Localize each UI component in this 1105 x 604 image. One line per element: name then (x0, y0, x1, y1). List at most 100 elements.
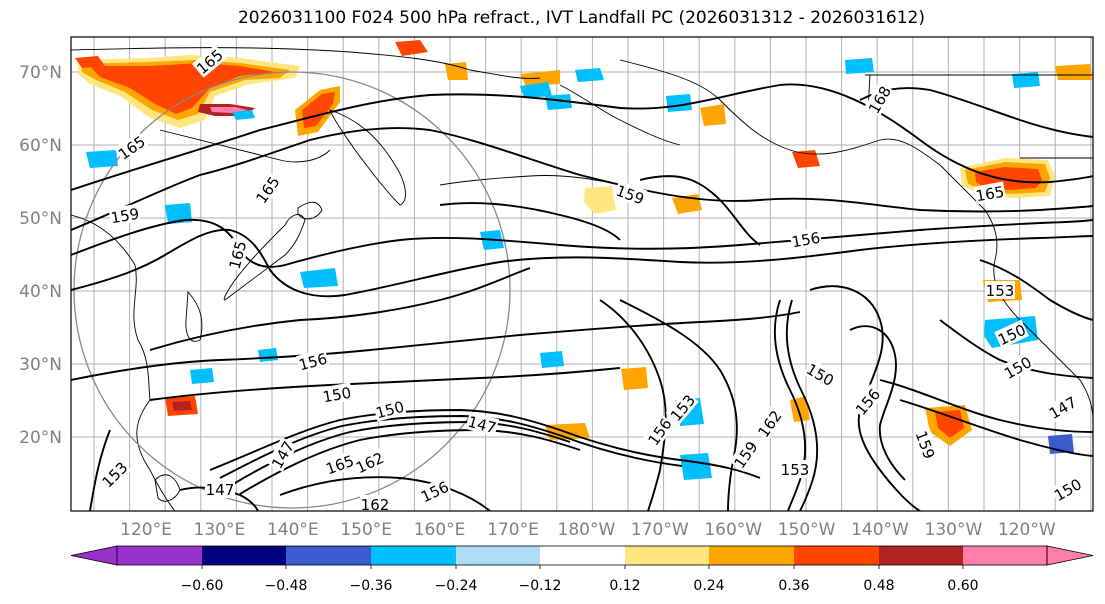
colorbar-segment (963, 546, 1047, 565)
contour-line (239, 429, 581, 495)
contour-label-bg (465, 411, 500, 437)
colorbar-segment (625, 546, 709, 565)
contour-line (773, 299, 807, 511)
colorbar-segment (117, 546, 202, 565)
contour-label-bg (850, 384, 884, 419)
latitude-label: 50°N (19, 209, 62, 229)
anomaly-region (300, 268, 338, 288)
contour-label-bg (780, 460, 810, 478)
contour-label-bg (224, 237, 250, 272)
contour-label-bg (372, 396, 407, 422)
longitude-label: 150°W (778, 520, 836, 540)
colorbar-tick-label: −0.36 (350, 578, 393, 594)
contour-line (71, 228, 1093, 298)
longitude-label: 130°E (194, 520, 246, 540)
contour-label: 162 (361, 496, 390, 514)
contour-label-bg (1045, 391, 1080, 423)
contour-label-bg (192, 44, 227, 78)
contour-line (209, 409, 761, 479)
anomaly-region (258, 348, 278, 362)
contour-line (71, 311, 801, 381)
contour-line (599, 299, 667, 511)
contour-line (219, 415, 683, 479)
colorbar-segment (286, 546, 371, 565)
contour-labels: 1651651591651651591561681651561531501501… (97, 44, 1085, 514)
contour-line (89, 429, 111, 511)
contour-label-bg (613, 180, 648, 208)
map-title: 2026031100 F024 500 hPa refract., IVT La… (237, 8, 925, 28)
contour-label-bg (994, 319, 1029, 349)
anomaly-region (302, 92, 335, 128)
anomaly-region (680, 453, 712, 480)
colorbar-extend-max (1046, 545, 1094, 566)
anomaly-region (395, 40, 428, 56)
contour-line (149, 367, 621, 401)
anomaly-region (584, 186, 616, 214)
coastline-okhotsk (159, 129, 331, 163)
anomaly-region (792, 150, 820, 168)
latitude-label: 20°N (19, 428, 62, 448)
anomaly-region (1055, 64, 1092, 80)
contour-label: 147 (206, 481, 235, 499)
longitude-label: 170°E (487, 520, 539, 540)
coastline-bering (559, 84, 681, 146)
contour-label-bg (295, 348, 330, 374)
colorbar-tick-label: 0.24 (693, 578, 724, 594)
contour-label: 153 (986, 282, 1015, 300)
contour-label-bg (352, 447, 387, 477)
contour-label-bg (973, 181, 1007, 205)
colorbar-tick-label: −0.48 (265, 578, 308, 594)
contour-label: 153 (781, 461, 810, 479)
colorbar-tick-label: 0.48 (863, 578, 894, 594)
anomaly-region (520, 82, 552, 98)
contour-label-bg (753, 405, 786, 441)
anomaly-region (700, 104, 726, 126)
longitude-label: 160°E (414, 520, 466, 540)
coastline-kamchatka (329, 109, 406, 206)
anomaly-region (845, 58, 874, 74)
longitude-label: 150°E (340, 520, 392, 540)
contour-label-bg (417, 476, 452, 506)
map-frame (70, 36, 1094, 512)
colorbar-extend-min (70, 545, 118, 566)
contour-label-bg (729, 436, 762, 472)
anomaly-region (666, 94, 692, 112)
contour-label-bg (789, 227, 823, 251)
anomaly-region (445, 62, 468, 80)
contour-line (149, 267, 531, 351)
contour-label-bg (320, 382, 354, 406)
colorbar-tick-label: 0.36 (778, 578, 809, 594)
longitude-label: 160°W (704, 520, 762, 540)
contour-label-bg (912, 427, 940, 462)
contour-line (939, 319, 1093, 379)
contour-line (899, 399, 1093, 457)
contour-label-bg (665, 390, 699, 425)
contour-label: 165 (974, 183, 1005, 206)
contour-line (639, 175, 761, 246)
colorbar-segment (794, 546, 879, 565)
contour-label-bg (985, 281, 1015, 299)
contour-label-bg (97, 457, 132, 492)
colorbar-tick-label: −0.12 (519, 578, 562, 594)
contour-line (859, 87, 1093, 138)
latitude-label: 40°N (19, 282, 62, 302)
anomaly-region (86, 150, 118, 168)
longitude-labels: 120°E 130°E 140°E 150°E 160°E 170°E 180°W 170°W… (120, 520, 1056, 540)
longitude-label: 120°W (998, 520, 1056, 540)
longitude-label: 170°W (631, 520, 689, 540)
colorbar-segment (371, 546, 456, 565)
colorbar: −0.60 −0.48 −0.36 −0.24 −0.12 0.12 0.24 0.36 0.4… (70, 545, 1094, 594)
longitude-label: 140°W (851, 520, 909, 540)
contour-label-bg (1050, 473, 1085, 505)
anomaly-region (75, 56, 105, 68)
colorbar-segment (540, 546, 625, 565)
anomaly-region (172, 401, 192, 411)
contour-line (439, 202, 621, 241)
coastline-siberia-n (71, 47, 541, 79)
coastline-korea (185, 290, 203, 342)
contour-line (979, 259, 1093, 321)
colorbar-tick-label: −0.24 (435, 578, 478, 594)
anomaly-region (165, 203, 192, 224)
colorbar-segment (202, 546, 286, 565)
contour-lines (71, 83, 1093, 511)
